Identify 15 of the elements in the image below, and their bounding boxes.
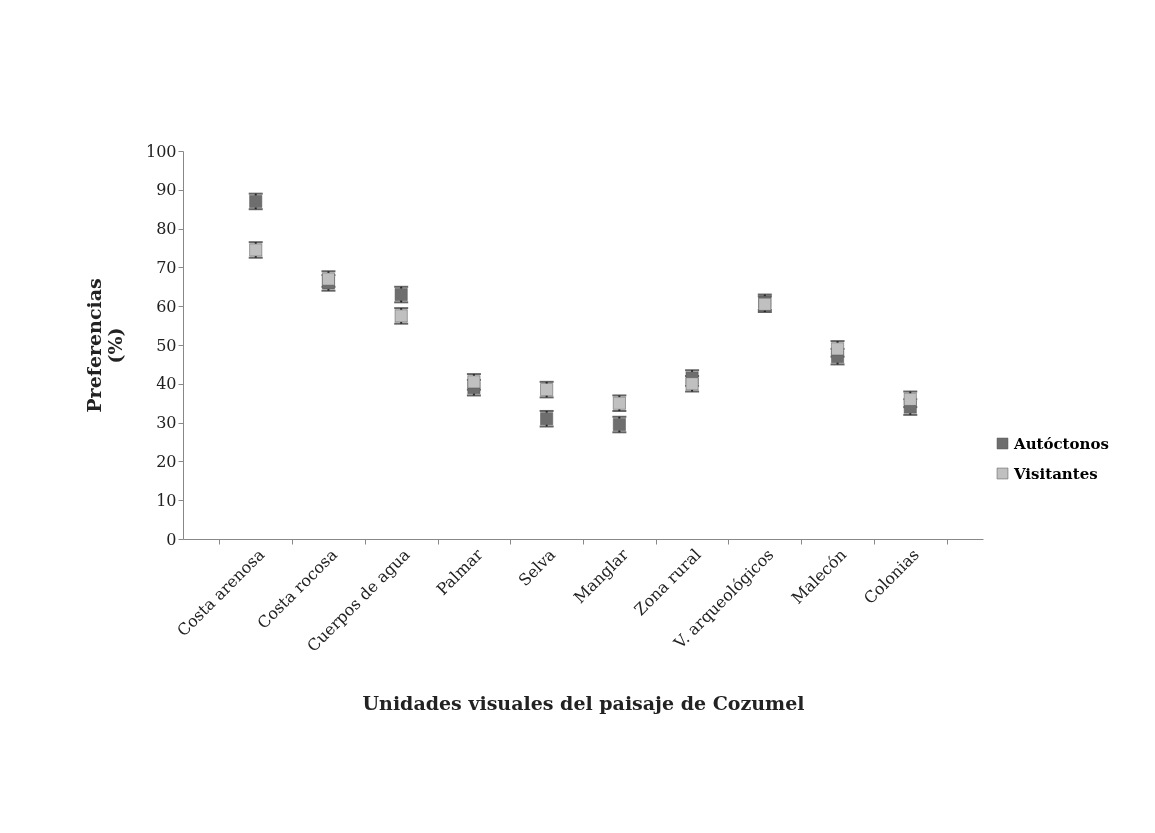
y-tick-label: 80: [156, 219, 177, 239]
y-tick-label: 50: [156, 335, 177, 355]
y-tick-label: 70: [156, 257, 177, 277]
legend-label: Visitantes: [1013, 464, 1098, 483]
y-tick-label: 100: [145, 141, 177, 161]
y-tick-label: 60: [156, 296, 177, 316]
y-tick-label: 90: [156, 180, 177, 200]
y-tick-label: 30: [156, 413, 177, 433]
y-tick-label: 0: [166, 529, 177, 549]
legend-label: Autóctonos: [1013, 434, 1109, 453]
x-axis-title: Unidades visuales del paisaje de Cozumel: [362, 691, 805, 714]
y-tick-label: 40: [156, 374, 177, 394]
y-axis-title: Preferencias (%): [82, 278, 126, 413]
y-tick-label: 10: [156, 490, 177, 510]
y-tick-label: 20: [156, 451, 177, 471]
